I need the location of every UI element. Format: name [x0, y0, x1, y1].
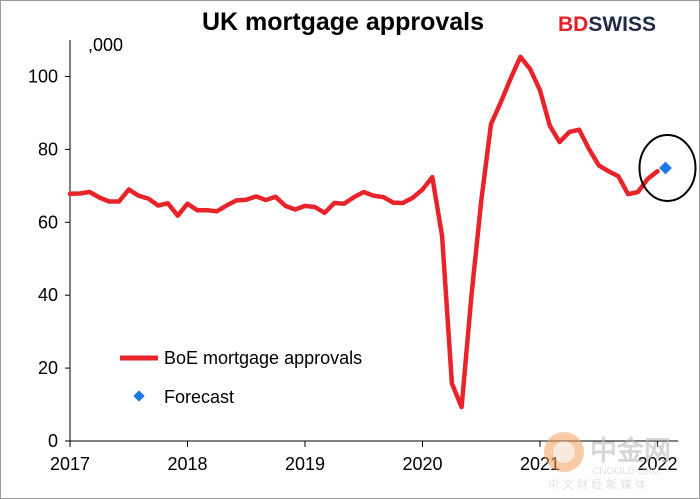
y-tick-label: 20: [38, 358, 58, 378]
watermark-sub-en: CNGOLD.ORG: [592, 466, 661, 477]
watermark-main: 中金网: [590, 435, 671, 467]
x-tick-label: 2017: [50, 454, 90, 474]
brand-logo-bd: BD: [558, 13, 588, 36]
brand-logo-swiss: SWISS: [588, 13, 656, 36]
legend-diamond-swatch: [133, 390, 145, 402]
axes: [65, 40, 678, 447]
x-tick-label: 2018: [167, 454, 207, 474]
forecast-highlight-circle: [638, 133, 697, 202]
watermark-sub-cn: 中 文 财 经 新 媒 体: [548, 477, 646, 491]
brand-logo: BDSWISS: [558, 13, 656, 36]
y-axis-unit-label: ,000: [88, 35, 123, 55]
y-tick-label: 100: [28, 66, 58, 86]
y-tick-label: 80: [38, 139, 58, 159]
y-tick-label: 60: [38, 212, 58, 232]
legend-label-approvals: BoE mortgage approvals: [164, 348, 362, 368]
y-tick-label: 0: [48, 431, 58, 451]
series-line-approvals: [67, 54, 660, 410]
x-tick-label: 2019: [285, 454, 325, 474]
watermark: 中金网 CNGOLD.ORG 中 文 财 经 新 媒 体: [544, 432, 671, 491]
forecast-point: [659, 161, 672, 175]
x-tick-label: 2022: [637, 454, 677, 474]
y-tick-label: 40: [38, 285, 58, 305]
legend: BoE mortgage approvals Forecast: [120, 348, 362, 407]
watermark-logo-icon: [544, 432, 584, 472]
chart-title: UK mortgage approvals: [202, 8, 484, 36]
svg-text:BDSWISS: BDSWISS: [558, 13, 656, 36]
x-tick-label: 2020: [402, 454, 442, 474]
legend-label-forecast: Forecast: [164, 387, 234, 407]
